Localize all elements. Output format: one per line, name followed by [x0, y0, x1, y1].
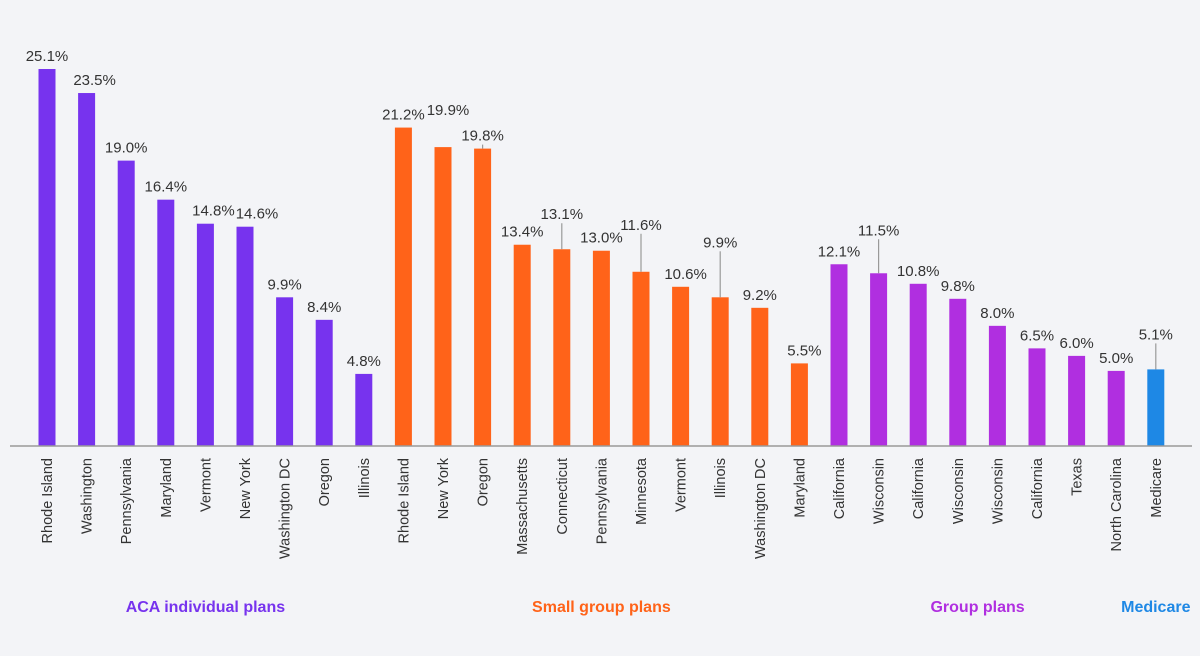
bar	[1028, 348, 1046, 446]
group-label: Medicare	[1121, 599, 1190, 616]
bar	[672, 286, 690, 446]
value-label: 9.8%	[941, 278, 975, 295]
leader-lines-layer	[482, 144, 1157, 370]
bar	[315, 319, 333, 446]
category-label: Maryland	[159, 458, 175, 518]
category-label: Connecticut	[555, 458, 571, 535]
category-label: Pennsylvania	[119, 457, 135, 544]
category-label: Oregon	[476, 458, 492, 506]
category-label: Washington DC	[753, 458, 769, 559]
category-labels-layer: Rhode Island Washington Pennsylvania Maryla…	[40, 457, 1165, 559]
bar	[949, 298, 967, 446]
group-label: Small group plans	[532, 599, 671, 616]
value-label: 10.8%	[897, 263, 940, 280]
bar	[276, 297, 294, 446]
value-label: 14.6%	[236, 206, 279, 223]
bar	[870, 273, 888, 446]
value-label: 6.0%	[1059, 335, 1093, 352]
bar	[711, 297, 729, 446]
bar	[592, 250, 610, 446]
category-label: California	[832, 457, 848, 519]
bar	[117, 160, 135, 446]
category-label: Massachusetts	[515, 458, 531, 555]
value-label: 14.8%	[192, 203, 235, 220]
category-label: Texas	[1070, 458, 1086, 496]
category-label: California	[911, 457, 927, 519]
category-label: Oregon	[317, 458, 333, 506]
category-label: Illinois	[357, 458, 373, 498]
category-label: North Carolina	[1109, 457, 1125, 551]
value-label: 8.0%	[980, 305, 1014, 322]
category-label: Wisconsin	[951, 458, 967, 524]
category-label: Washington	[80, 458, 96, 534]
bar	[196, 223, 214, 446]
value-label: 5.0%	[1099, 350, 1133, 367]
category-label: Illinois	[713, 458, 729, 498]
bar	[513, 244, 531, 446]
bar	[790, 363, 808, 446]
group-label: ACA individual plans	[126, 599, 286, 616]
bar	[78, 93, 96, 447]
bar	[830, 264, 848, 446]
value-label: 5.5%	[787, 342, 821, 359]
value-label: 19.8%	[461, 128, 504, 145]
value-label: 13.1%	[541, 206, 584, 223]
value-label: 13.4%	[501, 224, 544, 241]
bar	[1107, 370, 1125, 446]
category-label: Wisconsin	[990, 458, 1006, 524]
bar	[355, 373, 373, 446]
group-label: Group plans	[930, 599, 1024, 616]
category-label: Wisconsin	[872, 458, 888, 524]
bars-layer	[38, 69, 1165, 447]
value-label: 5.1%	[1139, 326, 1173, 343]
category-label: Rhode Island	[40, 458, 56, 543]
value-label: 8.4%	[307, 299, 341, 316]
category-label: New York	[238, 457, 254, 519]
bar	[988, 325, 1006, 446]
value-label: 12.1%	[818, 243, 861, 260]
bar	[1068, 355, 1086, 446]
value-label: 23.5%	[73, 72, 116, 89]
value-labels-layer: 25.1%23.5% 19.0% 16.4%14.8% 14.6% 9.9% 8.4% 4.…	[26, 48, 1173, 370]
category-label: Maryland	[792, 458, 808, 518]
bar	[157, 199, 175, 446]
bar	[236, 226, 254, 446]
category-label: Vermont	[674, 458, 690, 512]
category-label: Pennsylvania	[594, 457, 610, 544]
group-labels-layer: ACA individual plans Small group plans Gro…	[126, 599, 1191, 616]
bar	[474, 148, 492, 446]
bar	[751, 307, 769, 446]
value-label: 25.1%	[26, 48, 69, 65]
bar	[434, 147, 452, 447]
value-label: 11.6%	[620, 217, 661, 234]
category-label: Medicare	[1149, 458, 1165, 518]
value-label: 10.6%	[664, 266, 707, 283]
value-label: 16.4%	[145, 179, 188, 196]
category-label: New York	[436, 457, 452, 519]
value-label: 19.0%	[105, 140, 148, 157]
bar	[632, 271, 650, 446]
value-label: 19.9%	[427, 102, 470, 119]
value-label: 4.8%	[347, 353, 381, 370]
value-label: 13.0%	[580, 230, 623, 247]
bar	[909, 283, 927, 446]
bar	[1147, 369, 1165, 446]
category-label: Washington DC	[278, 458, 294, 559]
category-label: Vermont	[198, 458, 214, 512]
category-label: Rhode Island	[396, 458, 412, 543]
bar	[553, 249, 571, 446]
value-label: 11.5%	[858, 222, 899, 239]
category-label: Minnesota	[634, 457, 650, 525]
category-label: California	[1030, 457, 1046, 519]
bar	[394, 127, 412, 446]
value-label: 6.5%	[1020, 327, 1054, 344]
value-label: 21.2%	[382, 107, 425, 124]
bar	[38, 69, 56, 446]
value-label: 9.9%	[703, 234, 737, 251]
value-label: 9.9%	[267, 276, 301, 293]
value-label: 9.2%	[743, 287, 777, 304]
